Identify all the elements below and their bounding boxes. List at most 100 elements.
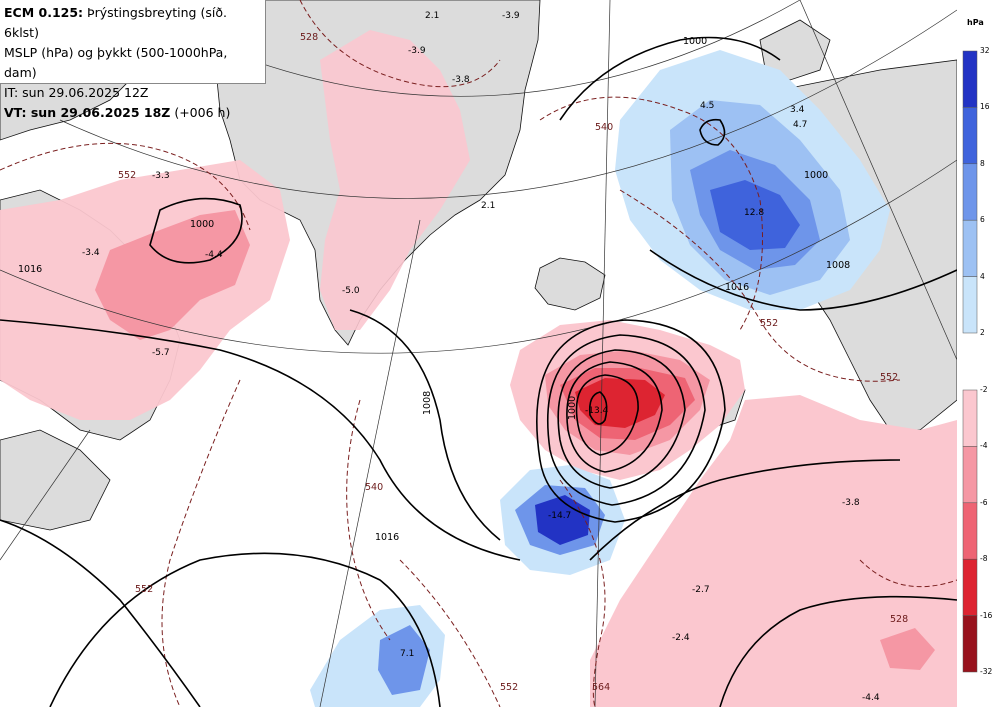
value-label: 2.1 bbox=[425, 11, 439, 21]
isobar-label-1000-low: 1000 bbox=[567, 396, 578, 420]
value-label: -4.4 bbox=[205, 250, 223, 260]
negative-tick-label: -32 bbox=[980, 667, 993, 676]
parallel-2 bbox=[59, 9, 958, 199]
isobar-1016-f bbox=[719, 595, 958, 707]
isobars bbox=[0, 36, 958, 707]
isobar-low-3 bbox=[566, 361, 663, 473]
positive-swatch bbox=[962, 276, 978, 334]
negative-swatch bbox=[962, 389, 978, 447]
value-label: -2.7 bbox=[692, 585, 710, 595]
value-label: -4.4 bbox=[862, 693, 880, 703]
isobar-1016-b bbox=[0, 519, 201, 707]
fall-southeast bbox=[590, 395, 957, 707]
isobar-1016-c bbox=[49, 552, 441, 707]
thickness-label-552-a: 552 bbox=[760, 318, 778, 329]
isobar-1008-center bbox=[349, 309, 501, 541]
value-label: -3.8 bbox=[842, 498, 860, 508]
value-label: -3.3 bbox=[152, 171, 170, 181]
isobar-1016-e bbox=[589, 459, 901, 561]
pressure-rise-shading bbox=[310, 50, 890, 707]
negative-tick-label: -2 bbox=[980, 385, 988, 394]
value-label: -14.7 bbox=[548, 511, 571, 521]
isobar-label-1016-center: 1016 bbox=[375, 532, 399, 543]
fall-greenland-west-mid bbox=[95, 210, 250, 340]
positive-swatch bbox=[962, 219, 978, 277]
header-panel: ECM 0.125: Þrýstingsbreyting (síð. 6klst… bbox=[0, 0, 266, 120]
positive-tick-label: 6 bbox=[980, 215, 985, 225]
value-label: 2.1 bbox=[481, 201, 495, 211]
thickness-528-north bbox=[299, 0, 501, 88]
isobar-1016-d bbox=[649, 249, 958, 311]
colorbar bbox=[957, 0, 1000, 707]
thickness-552-b bbox=[161, 379, 241, 707]
fall-greenland-east bbox=[320, 30, 470, 330]
isobar-label-1000-east: 1000 bbox=[804, 170, 828, 181]
positive-swatch bbox=[962, 107, 978, 165]
thickness-label-528-north: 528 bbox=[300, 32, 318, 43]
isobar-high-north bbox=[699, 118, 726, 146]
graticule bbox=[0, 0, 958, 707]
thickness-564 bbox=[559, 479, 606, 707]
value-label: 4.5 bbox=[700, 101, 714, 111]
positive-tick-label: 32 bbox=[980, 46, 990, 55]
value-label: -13.4 bbox=[585, 406, 609, 416]
isobar-label-1016-east: 1016 bbox=[725, 282, 749, 293]
thickness-label-528-south: 528 bbox=[890, 614, 908, 625]
negative-swatch bbox=[962, 558, 978, 616]
positive-tick-label: 16 bbox=[980, 102, 990, 112]
model-name: ECM 0.125: bbox=[4, 5, 84, 20]
value-label: -3.8 bbox=[452, 75, 470, 85]
thickness-labels: 528 552 540 540 552 552 564 552 528 552 bbox=[118, 32, 908, 693]
parallel-1 bbox=[0, 159, 958, 354]
isobar-label-1008-east: 1008 bbox=[826, 260, 850, 271]
negative-tick-label: -6 bbox=[980, 497, 988, 507]
isobar-low-4 bbox=[557, 349, 686, 489]
valid-time: VT: sun 29.06.2025 18Z bbox=[4, 105, 171, 120]
colorbar-negative bbox=[962, 389, 978, 673]
isobar-labels: 1000 1000 1008 1016 1000 1008 1016 1016 … bbox=[18, 36, 850, 543]
thickness-552-a bbox=[619, 189, 901, 382]
meridian-4 bbox=[799, 0, 958, 361]
header-line-1: ECM 0.125: Þrýstingsbreyting (síð. 6klst… bbox=[4, 3, 261, 43]
legend-unit-label: hPa bbox=[967, 18, 984, 27]
positive-tick-label: 8 bbox=[980, 158, 985, 168]
positive-swatch bbox=[962, 163, 978, 221]
lead-time: (+006 h) bbox=[170, 105, 231, 120]
isobar-label-1008-center: 1008 bbox=[422, 391, 433, 415]
thickness-label-552-b: 552 bbox=[135, 584, 153, 595]
isobar-1008-north bbox=[559, 36, 781, 121]
value-label: -3.4 bbox=[82, 248, 100, 258]
change-value-labels: 2.1 -3.9 -3.9 -3.8 4.5 3.4 4.7 -3.3 1000… bbox=[82, 11, 880, 703]
thickness-528-south bbox=[859, 559, 958, 588]
header-line-3: IT: sun 29.06.2025 12Z bbox=[4, 85, 149, 100]
value-label: 7.1 bbox=[400, 649, 414, 659]
thickness-552-c bbox=[399, 559, 501, 707]
colorbar-positive bbox=[962, 50, 978, 334]
negative-swatch bbox=[962, 446, 978, 504]
fall-southeast-mid bbox=[880, 628, 935, 670]
isobar-1016-a bbox=[0, 319, 521, 561]
thickness-label-540-b: 540 bbox=[365, 482, 383, 493]
value-label: 3.4 bbox=[790, 105, 805, 115]
rise-south-core bbox=[535, 495, 590, 545]
value-label: 12.8 bbox=[744, 208, 764, 218]
isobar-label-1000-north: 1000 bbox=[683, 36, 707, 47]
thickness-label-552-east: 552 bbox=[880, 372, 898, 383]
isobar-low-2 bbox=[575, 374, 639, 456]
meridian-2 bbox=[319, 219, 421, 707]
positive-tick-label: 4 bbox=[980, 271, 985, 281]
positive-tick-label: 2 bbox=[980, 328, 985, 337]
negative-swatch bbox=[962, 615, 978, 673]
iceland-land bbox=[534, 257, 606, 311]
thickness-label-564: 564 bbox=[592, 682, 610, 693]
value-label: -2.4 bbox=[672, 633, 690, 643]
value-label: -3.9 bbox=[502, 11, 520, 21]
header-line-4: VT: sun 29.06.2025 18Z (+006 h) bbox=[4, 103, 261, 123]
thickness-label-552-c: 552 bbox=[500, 682, 518, 693]
value-label: 4.7 bbox=[793, 120, 807, 130]
isobar-1000-west bbox=[149, 197, 243, 264]
field-title: Þrýstingsbreyting (síð. 6klst) bbox=[4, 5, 227, 40]
value-label: -3.9 bbox=[408, 46, 426, 56]
